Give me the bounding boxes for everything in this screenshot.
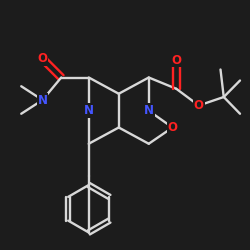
- Text: O: O: [194, 99, 204, 112]
- Text: O: O: [168, 121, 177, 134]
- Text: N: N: [144, 104, 154, 117]
- Text: O: O: [38, 52, 48, 65]
- Text: N: N: [38, 94, 48, 106]
- Text: N: N: [84, 104, 94, 117]
- Text: O: O: [171, 54, 181, 66]
